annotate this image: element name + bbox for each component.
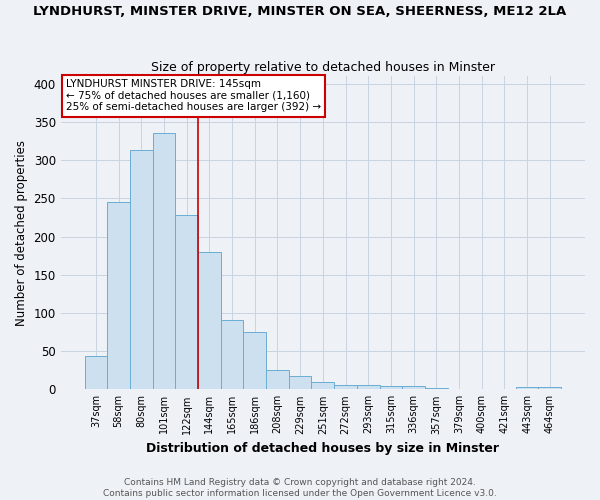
Bar (425, 388, 448, 390)
Y-axis label: Number of detached properties: Number of detached properties (15, 140, 28, 326)
Bar (266, 370, 289, 390)
Bar (152, 134, 175, 390)
Title: Size of property relative to detached houses in Minster: Size of property relative to detached ho… (151, 60, 495, 74)
Bar (311, 382, 334, 390)
Bar (538, 387, 561, 390)
Bar (380, 386, 402, 390)
Bar (516, 387, 538, 390)
Bar (130, 150, 152, 390)
Bar (357, 386, 380, 390)
Bar (334, 386, 357, 390)
Bar (289, 376, 311, 390)
Bar (402, 386, 425, 390)
Text: LYNDHURST MINSTER DRIVE: 145sqm
← 75% of detached houses are smaller (1,160)
25%: LYNDHURST MINSTER DRIVE: 145sqm ← 75% of… (66, 79, 321, 112)
Bar (107, 202, 130, 390)
X-axis label: Distribution of detached houses by size in Minster: Distribution of detached houses by size … (146, 442, 499, 455)
Bar (448, 388, 470, 390)
Bar (244, 332, 266, 390)
Bar (221, 320, 244, 390)
Text: LYNDHURST, MINSTER DRIVE, MINSTER ON SEA, SHEERNESS, ME12 2LA: LYNDHURST, MINSTER DRIVE, MINSTER ON SEA… (34, 5, 566, 18)
Bar (85, 356, 107, 390)
Bar (175, 215, 198, 390)
Bar (198, 252, 221, 390)
Text: Contains HM Land Registry data © Crown copyright and database right 2024.
Contai: Contains HM Land Registry data © Crown c… (103, 478, 497, 498)
